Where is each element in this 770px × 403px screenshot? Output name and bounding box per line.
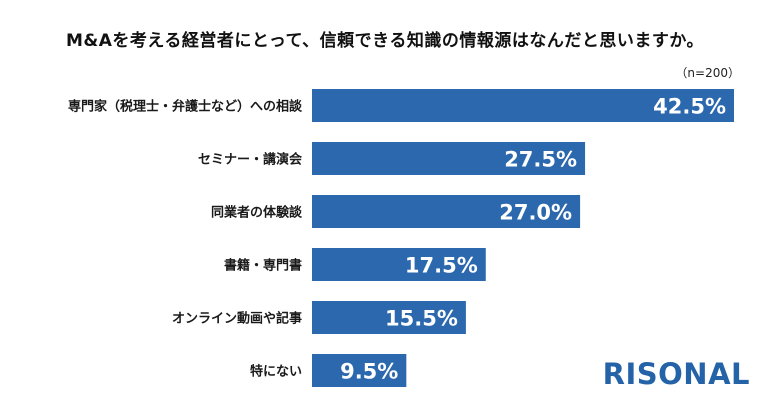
bar	[312, 195, 581, 228]
value-label: 27.0%	[499, 201, 572, 225]
chart-title: M&Aを考える経営者にとって、信頼できる知識の情報源はなんだと思いますか。	[66, 31, 704, 51]
category-label: 書籍・専門書	[224, 258, 302, 274]
category-label: 同業者の体験談	[211, 205, 303, 221]
risonal-logo: RISONAL	[602, 357, 750, 391]
sample-size-note: （n=200）	[675, 66, 740, 80]
bar	[312, 301, 466, 334]
value-label: 15.5%	[385, 307, 458, 331]
bar	[312, 248, 486, 281]
bar	[312, 354, 407, 387]
category-label: セミナー・講演会	[198, 152, 303, 168]
bar	[312, 89, 734, 122]
value-label: 17.5%	[405, 254, 478, 278]
category-label: 特にない	[250, 364, 302, 380]
category-label: オンライン動画や記事	[172, 311, 302, 327]
value-label: 42.5%	[653, 95, 726, 119]
category-label: 専門家（税理士・弁護士など）への相談	[68, 99, 303, 115]
value-label: 9.5%	[340, 360, 398, 384]
bar	[312, 142, 586, 175]
value-label: 27.5%	[504, 148, 577, 172]
